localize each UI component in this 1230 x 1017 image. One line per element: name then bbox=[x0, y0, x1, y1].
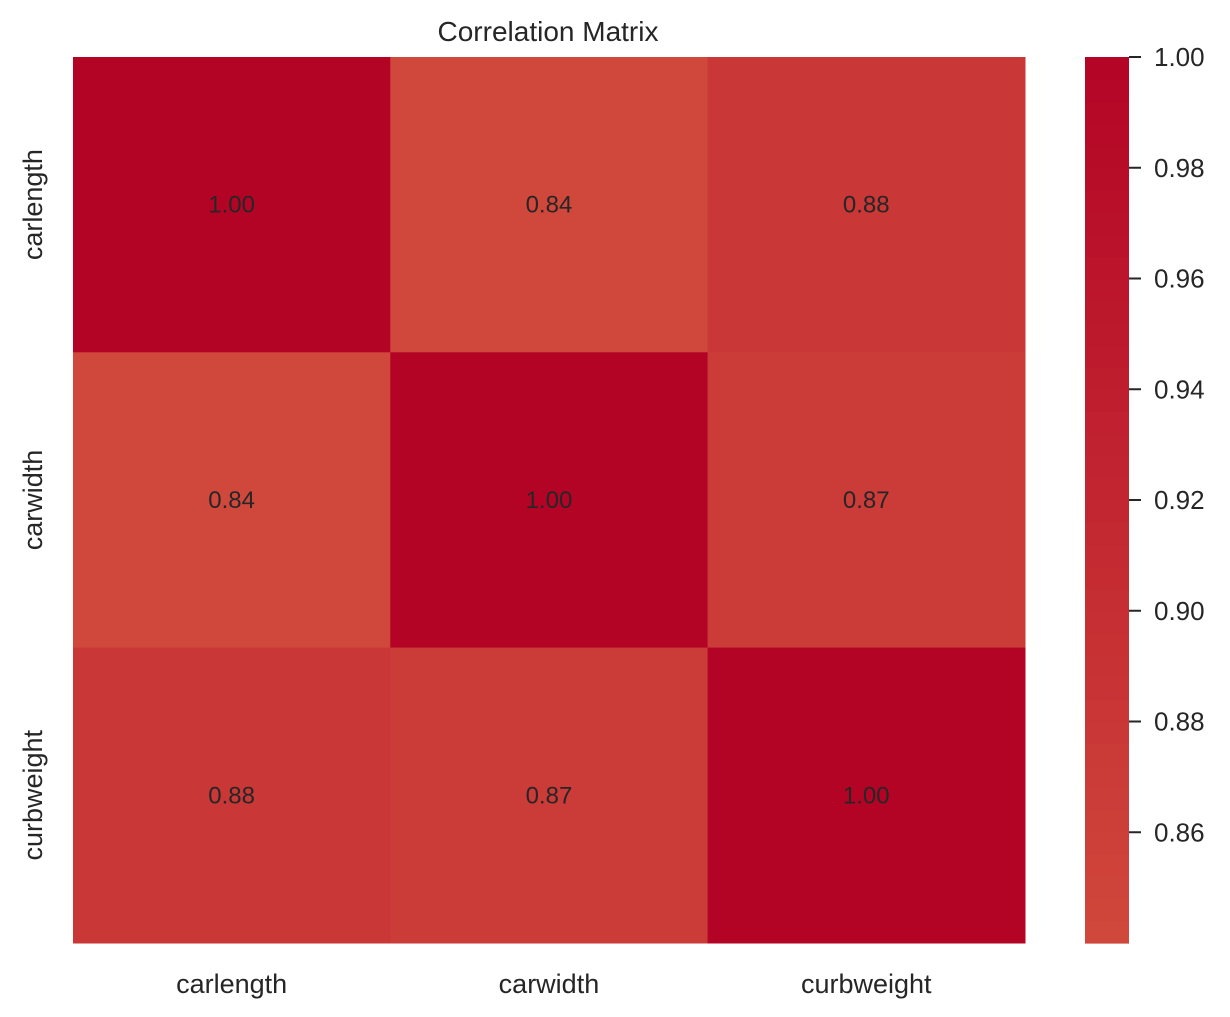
colorbar-tick-label: 0.96 bbox=[1154, 264, 1205, 294]
colorbar-segment bbox=[1085, 854, 1129, 878]
colorbar-tick-label: 1.00 bbox=[1154, 42, 1205, 72]
colorbar-segment bbox=[1085, 189, 1129, 213]
colorbar-segment bbox=[1085, 876, 1129, 900]
heatmap-cell-carlength-curbweight bbox=[707, 57, 1026, 353]
colorbar-segment bbox=[1085, 212, 1129, 235]
heatmap-cell-carwidth-curbweight bbox=[707, 352, 1026, 649]
heatmap-cell-curbweight-carlength bbox=[73, 647, 391, 944]
heatmap-cell-carwidth-carlength bbox=[73, 352, 391, 649]
colorbar-segment bbox=[1085, 588, 1129, 612]
colorbar-tick-label: 0.88 bbox=[1154, 707, 1205, 737]
chart-title: Correlation Matrix bbox=[438, 16, 659, 47]
colorbar-segment bbox=[1085, 101, 1129, 125]
colorbar-segment bbox=[1085, 256, 1129, 280]
colorbar-segment bbox=[1085, 610, 1129, 634]
colorbar-segment bbox=[1085, 477, 1129, 501]
colorbar-tick-label: 0.98 bbox=[1154, 153, 1205, 183]
colorbar-segment bbox=[1085, 544, 1129, 568]
colorbar-segment bbox=[1085, 234, 1129, 257]
colorbar-segment bbox=[1085, 322, 1129, 346]
colorbar: 0.86 0.88 0.90 0.92 0.94 0.96 0.98 1.00 bbox=[1085, 42, 1205, 944]
colorbar-segment bbox=[1085, 632, 1129, 656]
colorbar-segment bbox=[1085, 677, 1129, 700]
x-axis-tick-labels: carlength carwidth curbweight bbox=[176, 969, 932, 999]
colorbar-segment bbox=[1085, 367, 1129, 390]
colorbar-segment bbox=[1085, 832, 1129, 855]
colorbar-segment bbox=[1085, 300, 1129, 324]
cell-value-label: 0.84 bbox=[208, 487, 255, 514]
colorbar-segment bbox=[1085, 743, 1129, 767]
colorbar-tick-label: 0.92 bbox=[1154, 485, 1205, 515]
colorbar-segment bbox=[1085, 500, 1129, 523]
x-tick-label: curbweight bbox=[801, 969, 932, 999]
colorbar-segment bbox=[1085, 411, 1129, 435]
colorbar-segment bbox=[1085, 57, 1129, 80]
heatmap-cell-carlength-carwidth bbox=[390, 57, 709, 353]
heatmap-cell-curbweight-carwidth bbox=[390, 647, 709, 944]
cell-value-label: 1.00 bbox=[843, 782, 890, 809]
y-tick-label: carlength bbox=[18, 149, 48, 260]
cell-value-label: 1.00 bbox=[208, 192, 255, 219]
heatmap-cell-curbweight-curbweight bbox=[707, 647, 1026, 944]
colorbar-segment bbox=[1085, 433, 1129, 457]
colorbar-segment bbox=[1085, 787, 1129, 811]
cell-value-label: 0.87 bbox=[526, 782, 573, 809]
x-tick-label: carlength bbox=[176, 969, 287, 999]
colorbar-tick-label: 0.86 bbox=[1154, 817, 1205, 847]
colorbar-segment bbox=[1085, 123, 1129, 147]
colorbar-tick-label: 0.90 bbox=[1154, 596, 1205, 626]
colorbar-segment bbox=[1085, 278, 1129, 302]
colorbar-segment bbox=[1085, 522, 1129, 545]
colorbar-segment bbox=[1085, 389, 1129, 412]
colorbar-segment bbox=[1085, 810, 1129, 833]
colorbar-segment bbox=[1085, 699, 1129, 723]
heatmap-cell-labels: 1.00 0.84 0.88 0.84 1.00 0.87 0.88 0.87 1.00 bbox=[208, 192, 889, 810]
y-tick-label: curbweight bbox=[18, 729, 48, 860]
cell-value-label: 0.87 bbox=[843, 487, 890, 514]
colorbar-segment bbox=[1085, 344, 1129, 368]
x-tick-label: carwidth bbox=[499, 969, 600, 999]
cell-value-label: 0.88 bbox=[208, 782, 255, 809]
colorbar-segment bbox=[1085, 455, 1129, 479]
heatmap-cells bbox=[73, 57, 1026, 944]
heatmap-cell-carwidth-carwidth bbox=[390, 352, 709, 649]
y-tick-label: carwidth bbox=[18, 450, 48, 551]
colorbar-segment bbox=[1085, 765, 1129, 789]
colorbar-segment bbox=[1085, 145, 1129, 169]
colorbar-segment bbox=[1085, 721, 1129, 745]
colorbar-segment bbox=[1085, 898, 1129, 922]
colorbar-segment bbox=[1085, 566, 1129, 590]
heatmap-cell-carlength-carlength bbox=[73, 57, 391, 353]
colorbar-segment bbox=[1085, 79, 1129, 102]
colorbar-segment bbox=[1085, 167, 1129, 191]
colorbar-tick-label: 0.94 bbox=[1154, 374, 1205, 404]
cell-value-label: 0.84 bbox=[526, 192, 573, 219]
cell-value-label: 0.88 bbox=[843, 192, 890, 219]
colorbar-segment bbox=[1085, 920, 1129, 944]
cell-value-label: 1.00 bbox=[526, 487, 573, 514]
y-axis-tick-labels: carlength carwidth curbweight bbox=[18, 149, 48, 860]
colorbar-segment bbox=[1085, 655, 1129, 678]
